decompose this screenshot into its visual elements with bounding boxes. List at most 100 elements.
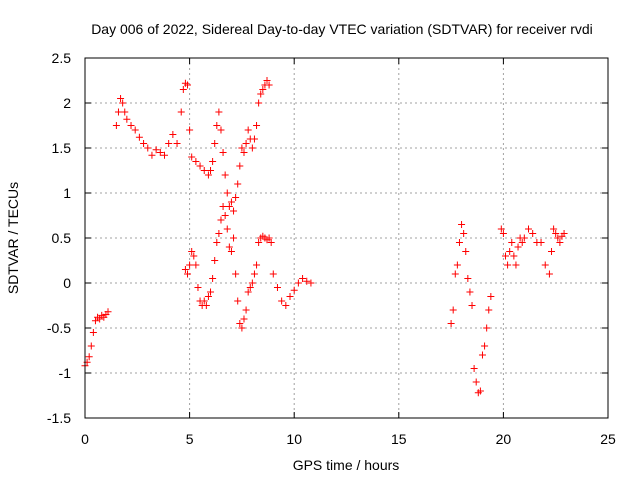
series-late-1 bbox=[447, 221, 495, 397]
data-point bbox=[476, 387, 484, 395]
data-point bbox=[213, 239, 221, 246]
grid-lines bbox=[85, 58, 608, 418]
x-tick-label: 15 bbox=[391, 431, 407, 447]
data-point bbox=[518, 239, 526, 246]
data-point bbox=[192, 261, 200, 269]
data-point bbox=[112, 122, 120, 129]
data-point bbox=[299, 275, 307, 282]
data-point bbox=[123, 115, 131, 123]
data-point bbox=[234, 297, 242, 305]
data-point bbox=[464, 275, 472, 282]
data-point bbox=[248, 144, 256, 152]
data-point bbox=[485, 306, 493, 314]
data-point bbox=[472, 378, 480, 386]
y-tick-label: 1.5 bbox=[52, 140, 72, 156]
data-point bbox=[556, 239, 564, 246]
data-point bbox=[242, 140, 250, 147]
data-point bbox=[232, 194, 240, 201]
data-point bbox=[169, 131, 177, 138]
x-axis-label: GPS time / hours bbox=[293, 457, 400, 473]
data-point bbox=[501, 252, 509, 260]
data-point bbox=[204, 293, 212, 300]
data-point bbox=[131, 126, 139, 134]
x-tick-labels: 0 5 10 15 20 25 bbox=[81, 431, 616, 447]
data-point bbox=[269, 270, 277, 278]
data-point bbox=[250, 270, 258, 278]
data-point bbox=[238, 144, 246, 152]
data-point bbox=[259, 86, 267, 93]
data-point bbox=[278, 297, 286, 305]
data-point bbox=[85, 353, 93, 361]
data-point bbox=[257, 90, 265, 98]
data-point bbox=[303, 277, 311, 285]
data-point bbox=[548, 248, 556, 255]
data-point bbox=[282, 302, 290, 309]
data-point bbox=[550, 225, 558, 233]
data-point bbox=[451, 270, 459, 278]
data-point bbox=[520, 234, 528, 242]
data-point bbox=[478, 351, 486, 359]
data-point bbox=[117, 95, 125, 102]
data-point bbox=[541, 261, 549, 269]
data-point bbox=[512, 261, 520, 269]
series-upper-arc bbox=[112, 77, 273, 215]
data-point bbox=[554, 234, 562, 242]
data-point bbox=[230, 207, 238, 215]
data-point bbox=[244, 126, 252, 134]
data-point bbox=[186, 261, 194, 269]
data-point bbox=[194, 284, 202, 291]
data-point bbox=[242, 306, 250, 314]
data-point bbox=[148, 151, 156, 159]
data-point bbox=[181, 266, 189, 273]
data-point bbox=[253, 122, 261, 129]
y-tick-label: -0.5 bbox=[47, 320, 71, 336]
data-point bbox=[179, 86, 187, 93]
y-tick-label: -1 bbox=[59, 365, 72, 381]
x-tick-label: 25 bbox=[600, 431, 616, 447]
data-point bbox=[236, 320, 244, 327]
y-tick-label: 0 bbox=[63, 275, 71, 291]
data-point bbox=[244, 288, 252, 296]
data-point bbox=[215, 230, 223, 237]
x-tick-label: 0 bbox=[81, 431, 89, 447]
data-point bbox=[202, 302, 210, 309]
series-early bbox=[81, 308, 112, 370]
data-point bbox=[121, 108, 129, 116]
data-point bbox=[225, 243, 233, 251]
data-point bbox=[219, 149, 227, 156]
data-point bbox=[91, 317, 99, 325]
data-point bbox=[468, 302, 476, 309]
data-point bbox=[213, 122, 221, 129]
data-point bbox=[188, 153, 196, 161]
data-point bbox=[225, 203, 233, 210]
data-point bbox=[204, 171, 212, 179]
data-point bbox=[286, 293, 294, 300]
data-point bbox=[165, 140, 173, 147]
data-point bbox=[223, 189, 231, 197]
data-point bbox=[250, 135, 258, 143]
y-axis-label: SDTVAR / TECUs bbox=[5, 182, 21, 294]
data-point bbox=[152, 146, 160, 154]
y-tick-label: 0.5 bbox=[52, 230, 72, 246]
data-points bbox=[81, 77, 568, 397]
y-tick-label: 2.5 bbox=[52, 50, 72, 66]
data-point bbox=[177, 108, 185, 116]
data-point bbox=[487, 293, 495, 300]
data-point bbox=[267, 239, 275, 246]
data-point bbox=[290, 286, 298, 294]
data-point bbox=[506, 248, 514, 255]
data-point bbox=[273, 284, 281, 291]
data-point bbox=[455, 239, 463, 246]
data-point bbox=[240, 315, 248, 323]
data-point bbox=[188, 248, 196, 255]
data-point bbox=[211, 140, 219, 147]
data-point bbox=[529, 230, 537, 237]
data-point bbox=[119, 99, 127, 107]
data-point bbox=[217, 126, 225, 134]
data-point bbox=[255, 239, 263, 246]
data-point bbox=[307, 279, 315, 287]
plot-frame bbox=[84, 57, 609, 419]
data-point bbox=[211, 257, 219, 264]
series-middle bbox=[181, 203, 315, 332]
